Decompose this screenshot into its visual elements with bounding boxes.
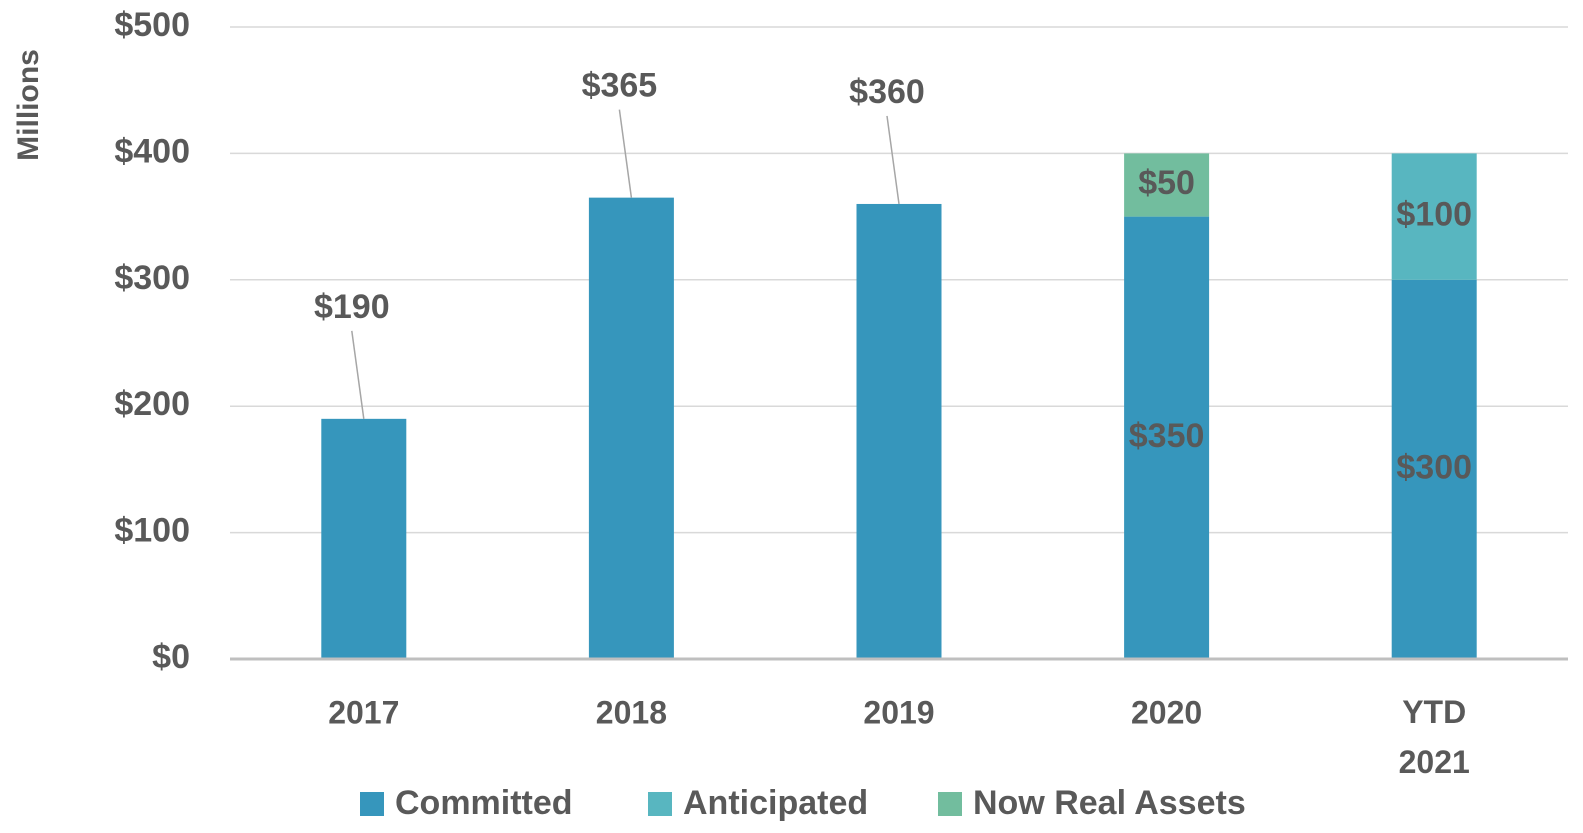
legend-label: Committed: [395, 784, 573, 822]
legend-label: Now Real Assets: [973, 784, 1246, 822]
value-label: $360: [849, 73, 925, 111]
value-label: $300: [1396, 448, 1472, 486]
bar-segment: [1391, 279, 1477, 659]
x-tick-label: 2018: [596, 694, 667, 730]
x-tick-label: YTD 2021: [1399, 694, 1470, 780]
y-axis-label: Millions: [12, 49, 45, 161]
value-label: $190: [314, 288, 390, 326]
y-tick-label: $0: [152, 638, 190, 676]
legend-label: Anticipated: [683, 784, 868, 822]
legend-swatch: [360, 792, 384, 816]
value-label: $100: [1396, 196, 1472, 234]
y-tick-label: $100: [114, 512, 190, 550]
leader-line: [351, 330, 365, 419]
bar-segment: [1391, 153, 1477, 280]
bar-segment: [321, 418, 407, 659]
value-label: $365: [582, 67, 658, 105]
bar-segment: [1124, 216, 1210, 659]
x-tick-label: 2017: [328, 694, 399, 730]
bar-segment: [588, 197, 674, 659]
bar-segment: [1124, 153, 1210, 217]
y-tick-label: $500: [114, 6, 190, 44]
x-tick-label: 2020: [1131, 694, 1202, 730]
legend-swatch: [938, 792, 962, 816]
bar-segment: [856, 203, 942, 659]
leader-line: [618, 109, 633, 198]
value-label: $50: [1138, 164, 1195, 202]
leader-line: [886, 115, 900, 205]
legend-swatch: [648, 792, 672, 816]
y-tick-label: $300: [114, 259, 190, 297]
value-label: $350: [1129, 417, 1205, 455]
y-tick-label: $200: [114, 385, 190, 423]
x-tick-label: 2019: [863, 694, 934, 730]
y-tick-label: $400: [114, 132, 190, 170]
